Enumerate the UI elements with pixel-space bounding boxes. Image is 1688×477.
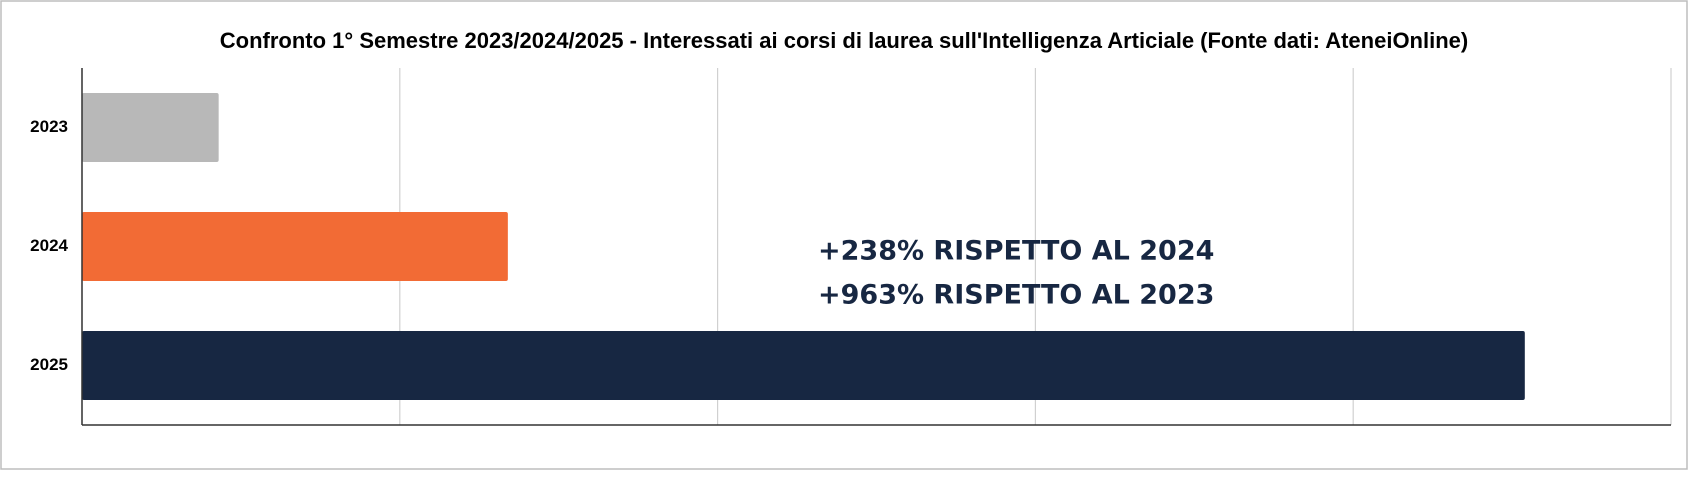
y-tick-label: 2023 (30, 117, 68, 136)
bar (82, 330, 1525, 401)
y-tick-label: 2025 (30, 355, 68, 374)
chart-title: Confronto 1° Semestre 2023/2024/2025 - I… (220, 28, 1468, 53)
y-tick-label: 2024 (30, 236, 68, 255)
annotation: +963% RISPETTO AL 2023 (818, 280, 1214, 311)
annotation: +238% RISPETTO AL 2024 (818, 236, 1214, 267)
bar (82, 211, 508, 282)
bar (82, 92, 219, 163)
